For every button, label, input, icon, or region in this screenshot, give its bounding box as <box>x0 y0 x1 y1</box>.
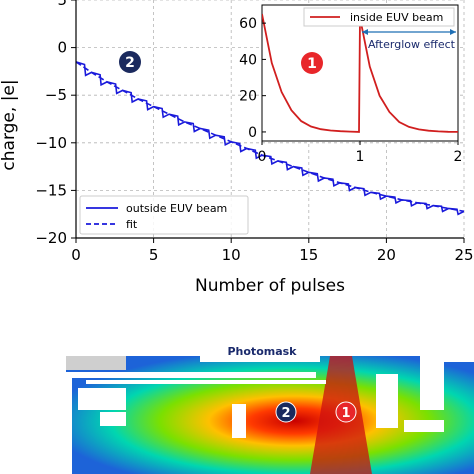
photomask-title: Photomask <box>227 345 297 358</box>
mask-pillar <box>232 404 246 438</box>
y-tick-label: −5 <box>45 86 67 104</box>
inset-legend-label: inside EUV beam <box>350 11 443 24</box>
panel-badge-1-label: 1 <box>341 406 350 421</box>
mask-block-left-2 <box>100 412 126 426</box>
legend-label-outside: outside EUV beam <box>126 202 227 215</box>
x-tick-label: 20 <box>377 246 396 264</box>
y-tick-label: −10 <box>35 134 67 152</box>
arrow-head-right <box>450 29 456 35</box>
afterglow-arrow <box>362 29 456 35</box>
mask-block-top-left <box>66 356 126 370</box>
mask-bar-top <box>66 372 316 378</box>
x-tick-label: 0 <box>71 246 81 264</box>
inset-chart: 0 1 2 60 40 20 0 inside EUV beam Afterglow eff… <box>239 4 462 165</box>
title-backdrop <box>200 342 320 362</box>
photomask-panel: Photomask 2 1 <box>66 342 474 474</box>
afterglow-label: Afterglow effect <box>368 38 456 51</box>
mask-block-right-3 <box>404 420 444 432</box>
y-tick-label: −15 <box>35 181 67 199</box>
inset-x-tick-label: 0 <box>258 149 267 165</box>
badge-circle <box>119 51 141 73</box>
x-tick-label: 25 <box>454 246 473 264</box>
inset-legend: inside EUV beam <box>303 7 455 27</box>
legend-box <box>79 195 249 235</box>
mask-block-right-2 <box>420 362 444 410</box>
main-badge: 2 <box>119 51 141 73</box>
y-tick-label: −20 <box>35 229 67 247</box>
panel-badge-2-label: 2 <box>281 406 290 421</box>
inset-badge-label: 1 <box>307 56 317 72</box>
mask-bar-left <box>66 378 72 474</box>
y-tick-label: 5 <box>57 0 67 9</box>
panel-badge-1: 1 <box>335 401 357 423</box>
x-tick-label: 15 <box>299 246 318 264</box>
inset-x-tick-label: 1 <box>356 149 365 165</box>
y-tick-label: 0 <box>57 39 67 57</box>
mask-block-left <box>78 388 126 410</box>
main-legend: outside EUV beam fit <box>79 195 249 235</box>
mask-block-right-top <box>420 348 474 362</box>
legend-label-fit: fit <box>126 218 138 231</box>
mask-block-right-1 <box>376 374 398 428</box>
x-axis-label: Number of pulses <box>195 276 345 296</box>
y-axis-label: charge, |e| <box>0 79 19 170</box>
inset-badge: 1 <box>301 52 323 74</box>
main-series-layer <box>76 61 464 216</box>
inset-ticks: 0 1 2 60 40 20 0 <box>239 16 462 165</box>
inset-y-tick-label: 20 <box>239 89 257 105</box>
series-inside-line <box>262 13 458 133</box>
x-tick-label: 5 <box>149 246 159 264</box>
panel-badge-2: 2 <box>275 401 297 423</box>
inset-y-tick-label: 60 <box>239 16 257 32</box>
arrow-head-left <box>362 29 368 35</box>
panel-badge-1-circle <box>335 401 357 423</box>
inset-x-tick-label: 2 <box>454 149 463 165</box>
badge-label: 2 <box>125 55 135 71</box>
x-tick-label: 10 <box>222 246 241 264</box>
inset-series-layer <box>262 13 458 133</box>
series-outside-line <box>76 61 464 216</box>
panel-badge-2-circle <box>275 401 297 423</box>
inset-legend-box <box>303 7 455 27</box>
inset-y-tick-label: 40 <box>239 52 257 68</box>
inset-y-tick-label: 0 <box>248 125 257 141</box>
mask-bar-2 <box>86 380 326 384</box>
inset-badge-circle <box>301 52 323 74</box>
